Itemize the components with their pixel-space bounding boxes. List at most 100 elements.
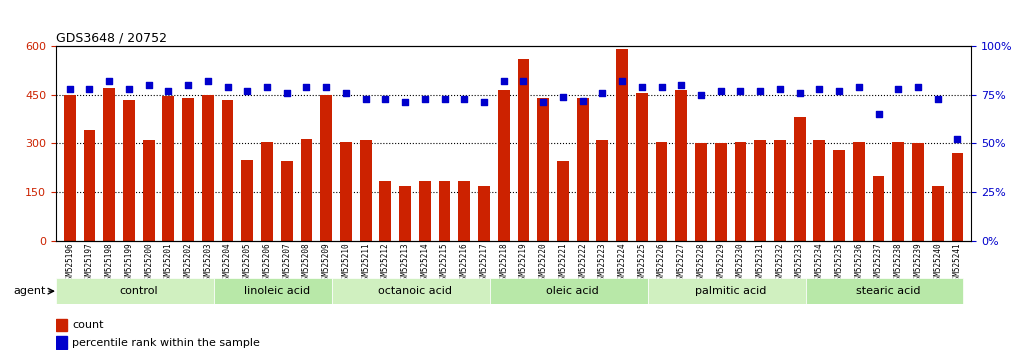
- Bar: [104, 88, 115, 241]
- Bar: [320, 95, 333, 241]
- Bar: [459, 181, 470, 241]
- Text: GSM525197: GSM525197: [85, 242, 94, 284]
- Text: GSM525206: GSM525206: [262, 242, 272, 284]
- FancyBboxPatch shape: [490, 278, 648, 304]
- Text: GSM525198: GSM525198: [105, 242, 114, 284]
- Bar: [636, 93, 648, 241]
- Point: [673, 82, 690, 88]
- Point: [693, 92, 709, 97]
- Text: GSM525233: GSM525233: [795, 242, 804, 284]
- Bar: [360, 140, 371, 241]
- Point: [653, 84, 669, 90]
- Bar: [438, 181, 451, 241]
- Point: [752, 88, 768, 93]
- Bar: [656, 142, 667, 241]
- Bar: [241, 160, 253, 241]
- Point: [121, 86, 137, 92]
- Bar: [932, 185, 944, 241]
- Point: [791, 90, 807, 96]
- FancyBboxPatch shape: [648, 278, 805, 304]
- Bar: [163, 96, 174, 241]
- Text: percentile rank within the sample: percentile rank within the sample: [72, 338, 260, 348]
- Bar: [616, 49, 629, 241]
- Point: [239, 88, 255, 93]
- Text: GSM525225: GSM525225: [638, 242, 647, 284]
- Point: [140, 82, 157, 88]
- Text: octanoic acid: octanoic acid: [378, 286, 452, 296]
- Point: [220, 84, 236, 90]
- Point: [101, 78, 117, 84]
- Text: GSM525230: GSM525230: [736, 242, 744, 284]
- Point: [495, 78, 512, 84]
- Text: GSM525208: GSM525208: [302, 242, 311, 284]
- Point: [732, 88, 749, 93]
- Point: [199, 78, 216, 84]
- Bar: [478, 185, 490, 241]
- Point: [871, 111, 887, 117]
- Text: GSM525224: GSM525224: [617, 242, 626, 284]
- Text: oleic acid: oleic acid: [546, 286, 599, 296]
- Point: [161, 88, 177, 93]
- FancyBboxPatch shape: [333, 278, 490, 304]
- Text: GSM525226: GSM525226: [657, 242, 666, 284]
- Point: [457, 96, 473, 101]
- Point: [318, 84, 335, 90]
- Text: GSM525228: GSM525228: [697, 242, 706, 284]
- Text: GSM525209: GSM525209: [321, 242, 331, 284]
- Bar: [83, 130, 96, 241]
- Point: [298, 84, 314, 90]
- Bar: [873, 176, 885, 241]
- Text: GSM525201: GSM525201: [164, 242, 173, 284]
- Point: [634, 84, 650, 90]
- Text: GSM525210: GSM525210: [342, 242, 351, 284]
- Text: count: count: [72, 320, 104, 330]
- Bar: [695, 143, 707, 241]
- Bar: [675, 90, 687, 241]
- Text: GSM525232: GSM525232: [775, 242, 784, 284]
- Text: control: control: [119, 286, 158, 296]
- Point: [949, 137, 965, 142]
- Point: [930, 96, 946, 101]
- Text: GSM525222: GSM525222: [578, 242, 587, 284]
- Bar: [64, 95, 75, 241]
- Point: [397, 100, 413, 105]
- Point: [594, 90, 610, 96]
- Point: [812, 86, 828, 92]
- Bar: [577, 98, 589, 241]
- Text: GSM525205: GSM525205: [243, 242, 252, 284]
- FancyBboxPatch shape: [214, 278, 333, 304]
- Text: GSM525212: GSM525212: [380, 242, 390, 284]
- Text: GSM525218: GSM525218: [499, 242, 508, 284]
- Bar: [912, 143, 923, 241]
- Bar: [281, 161, 293, 241]
- Text: GDS3648 / 20752: GDS3648 / 20752: [56, 32, 167, 45]
- Text: GSM525234: GSM525234: [815, 242, 824, 284]
- Text: GSM525196: GSM525196: [65, 242, 74, 284]
- Text: GSM525216: GSM525216: [460, 242, 469, 284]
- Point: [535, 100, 551, 105]
- Point: [377, 96, 394, 101]
- Point: [910, 84, 926, 90]
- Text: GSM525241: GSM525241: [953, 242, 962, 284]
- Bar: [123, 99, 135, 241]
- Bar: [301, 138, 312, 241]
- Text: agent: agent: [13, 286, 46, 296]
- Text: GSM525211: GSM525211: [361, 242, 370, 284]
- Bar: [56, 336, 67, 349]
- Bar: [261, 142, 273, 241]
- Point: [831, 88, 847, 93]
- Point: [259, 84, 276, 90]
- Point: [180, 82, 196, 88]
- Text: GSM525223: GSM525223: [598, 242, 607, 284]
- Point: [436, 96, 453, 101]
- Text: GSM525238: GSM525238: [894, 242, 903, 284]
- Point: [338, 90, 354, 96]
- Bar: [892, 142, 904, 241]
- Bar: [853, 142, 864, 241]
- Bar: [715, 143, 726, 241]
- Bar: [56, 319, 67, 331]
- Bar: [774, 140, 786, 241]
- Text: GSM525227: GSM525227: [676, 242, 685, 284]
- Text: GSM525200: GSM525200: [144, 242, 154, 284]
- Bar: [814, 140, 825, 241]
